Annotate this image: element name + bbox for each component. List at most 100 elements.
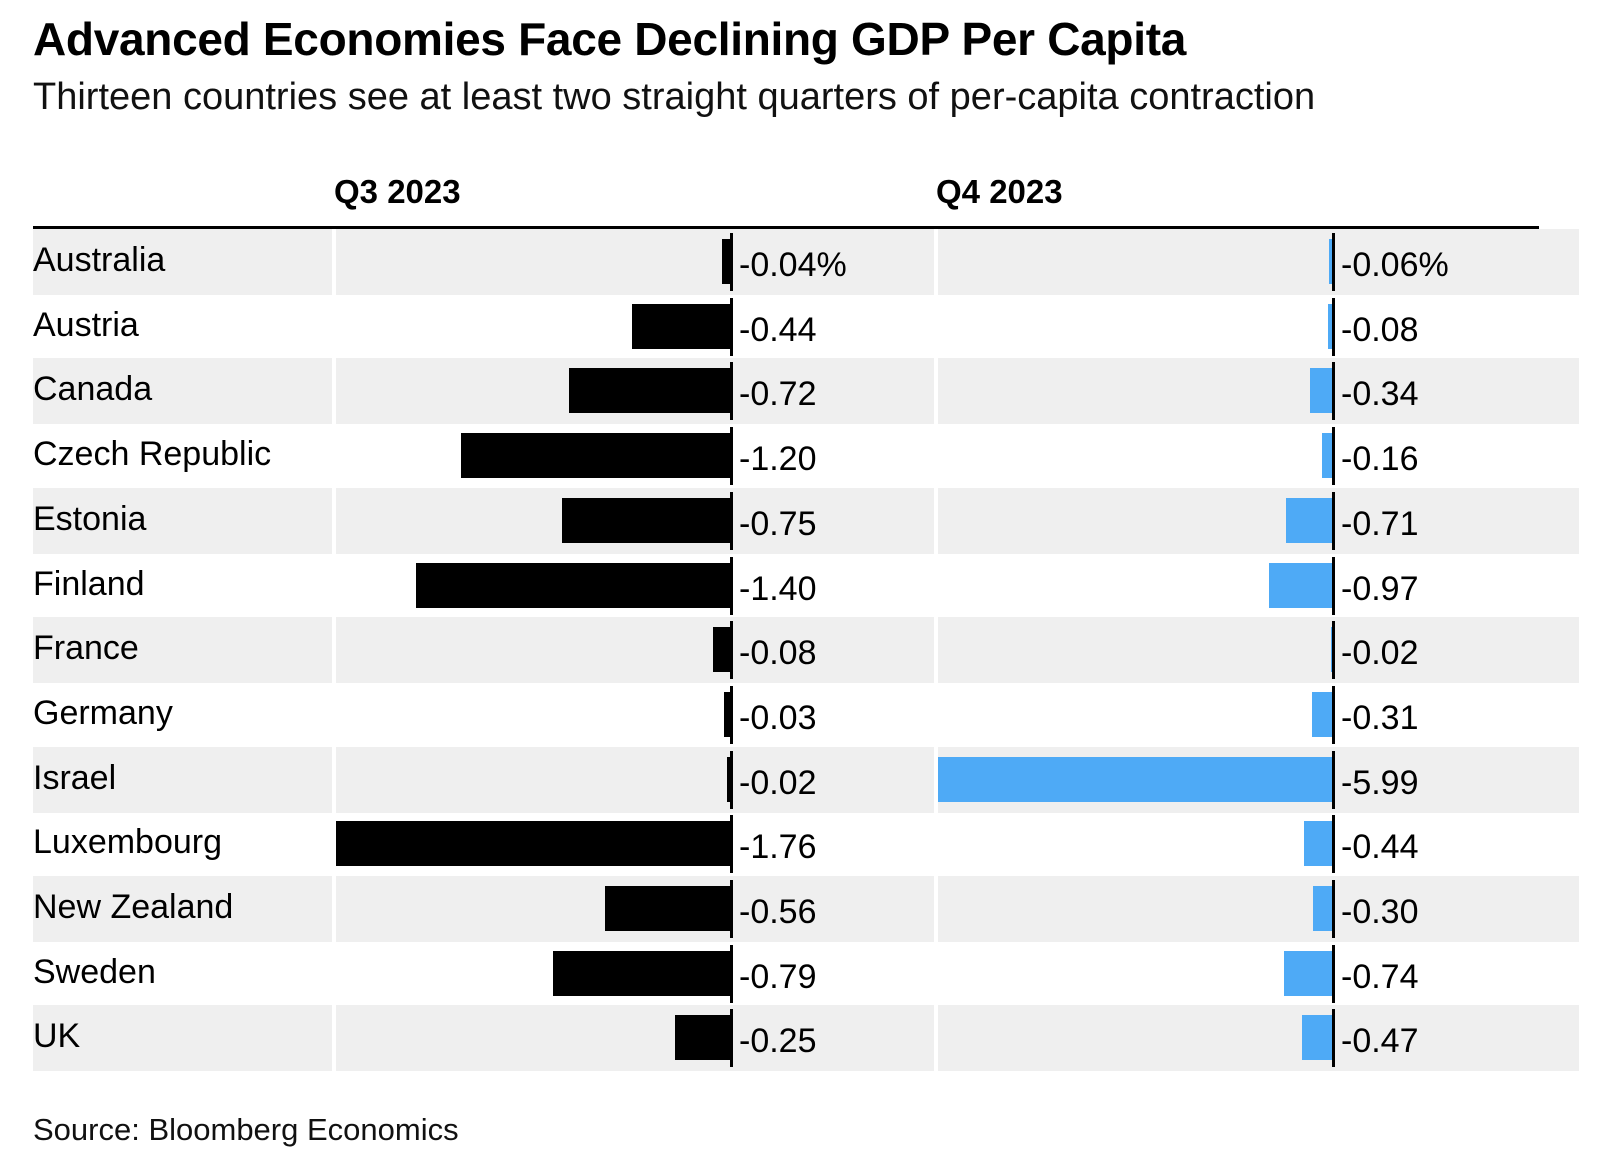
q3-zero-line: [730, 815, 733, 874]
q4-bar: [1313, 886, 1333, 931]
q4-value-label: -5.99: [1341, 763, 1419, 802]
country-label: France: [33, 629, 139, 668]
chart-title: Advanced Economies Face Declining GDP Pe…: [33, 13, 1187, 65]
q3-zero-line: [730, 233, 733, 291]
q4-zero-line: [1332, 815, 1335, 874]
q4-zero-line: [1332, 944, 1335, 1003]
q4-bar: [1322, 433, 1333, 479]
q3-value-label: -0.04%: [739, 246, 847, 284]
q3-zero-line: [730, 362, 733, 421]
q3-value-label: -0.72: [739, 375, 817, 414]
country-label: Germany: [33, 693, 173, 732]
q4-bar: [1283, 950, 1333, 996]
q3-bar: [553, 950, 731, 996]
q4-value-label: -0.97: [1341, 569, 1419, 608]
q3-bar: [562, 497, 731, 543]
q4-zero-line: [1332, 427, 1335, 486]
country-label: Czech Republic: [33, 435, 272, 474]
q3-value-label: -0.75: [739, 504, 817, 543]
q3-zero-line: [730, 1009, 733, 1068]
q3-zero-line: [730, 556, 733, 615]
q3-zero-line: [730, 685, 733, 744]
q4-bar: [1303, 821, 1333, 867]
q3-bar: [713, 627, 731, 673]
q4-zero-line: [1332, 491, 1335, 550]
q4-zero-line: [1332, 362, 1335, 421]
q4-zero-line: [1332, 750, 1335, 809]
header-rule-countries: [33, 226, 334, 229]
q3-value-label: -0.44: [739, 310, 817, 349]
q4-bar: [1329, 239, 1333, 284]
column-gap-q4: [934, 229, 938, 1102]
q3-value-label: -0.03: [739, 698, 817, 737]
q3-value-label: -0.08: [739, 634, 817, 673]
q3-zero-line: [730, 491, 733, 550]
q3-bar: [722, 239, 731, 284]
q3-bar: [674, 1015, 731, 1061]
q4-bar: [936, 756, 1333, 802]
q3-bar: [461, 433, 731, 479]
country-label: New Zealand: [33, 888, 234, 926]
q4-bar: [1327, 303, 1333, 349]
q4-bar: [1285, 497, 1333, 543]
q4-bar: [1301, 1015, 1333, 1061]
q3-column-header: Q3 2023: [334, 173, 461, 210]
q4-value-label: -0.06%: [1341, 246, 1449, 284]
header-rule-columns: [334, 226, 1539, 229]
q3-value-label: -0.02: [739, 763, 817, 802]
country-label: Sweden: [33, 952, 156, 991]
country-label: Luxembourg: [33, 823, 223, 862]
table-row: [33, 229, 1579, 295]
q3-bar: [605, 886, 731, 931]
q4-value-label: -0.16: [1341, 440, 1419, 479]
country-label: UK: [33, 1017, 81, 1056]
q3-zero-line: [730, 944, 733, 1003]
q4-value-label: -0.74: [1341, 957, 1419, 996]
q4-value-label: -0.47: [1341, 1022, 1419, 1061]
q4-zero-line: [1332, 233, 1335, 291]
q4-value-label: -0.30: [1341, 893, 1419, 931]
q3-value-label: -1.20: [739, 440, 817, 479]
source-note: Source: Bloomberg Economics: [33, 1112, 459, 1147]
q3-zero-line: [730, 621, 733, 680]
q3-bar: [569, 368, 731, 414]
country-label: Israel: [33, 758, 117, 797]
q4-value-label: -0.31: [1341, 698, 1419, 737]
q3-zero-line: [730, 880, 733, 938]
q4-value-label: -0.34: [1341, 375, 1419, 414]
q3-zero-line: [730, 427, 733, 486]
q4-bar: [1268, 562, 1333, 608]
q4-zero-line: [1332, 297, 1335, 356]
q3-bar: [632, 303, 731, 349]
country-label: Australia: [33, 241, 166, 279]
q4-zero-line: [1332, 556, 1335, 615]
q3-bar: [335, 821, 731, 867]
q4-column-header: Q4 2023: [936, 173, 1063, 210]
q4-value-label: -0.44: [1341, 828, 1419, 867]
q3-zero-line: [730, 297, 733, 356]
q3-bar: [416, 562, 731, 608]
column-gap-q3: [332, 229, 336, 1102]
q3-bar: [726, 756, 731, 802]
chart-subtitle: Thirteen countries see at least two stra…: [33, 76, 1316, 118]
q4-value-label: -0.71: [1341, 504, 1419, 543]
country-label: Canada: [33, 370, 153, 409]
q4-value-label: -0.08: [1341, 310, 1419, 349]
q4-value-label: -0.02: [1341, 634, 1419, 673]
q3-value-label: -0.56: [739, 893, 817, 931]
q3-value-label: -1.76: [739, 828, 817, 867]
q4-zero-line: [1332, 880, 1335, 938]
country-label: Finland: [33, 564, 145, 603]
country-label: Estonia: [33, 499, 147, 538]
q3-bar: [724, 691, 731, 737]
q3-value-label: -0.25: [739, 1022, 817, 1061]
q4-zero-line: [1332, 1009, 1335, 1068]
q4-zero-line: [1332, 685, 1335, 744]
q3-zero-line: [730, 750, 733, 809]
q3-value-label: -1.40: [739, 569, 817, 608]
q3-value-label: -0.79: [739, 957, 817, 996]
q4-bar: [1310, 368, 1333, 414]
q4-bar: [1312, 691, 1333, 737]
country-label: Austria: [33, 305, 139, 344]
q4-zero-line: [1332, 621, 1335, 680]
